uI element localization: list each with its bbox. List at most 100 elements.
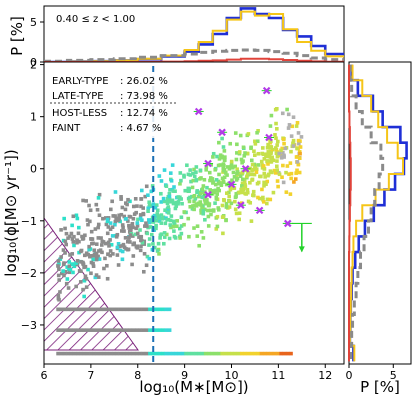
limit-point [157, 328, 162, 332]
x-tick-label: 11 [271, 369, 285, 382]
scatter-point [248, 201, 253, 205]
scatter-point [119, 197, 123, 201]
scatter-point [265, 145, 270, 150]
scatter-point [209, 163, 213, 167]
scatter-point [89, 237, 93, 241]
scatter-point [117, 213, 121, 218]
scatter-point [120, 205, 125, 210]
scatter-point [141, 206, 146, 210]
scatter-point [192, 207, 196, 212]
scatter-point [76, 231, 81, 236]
scatter-point [106, 225, 111, 229]
scatter-point [63, 269, 68, 274]
scatter-point [113, 222, 117, 227]
scatter-point [77, 269, 82, 273]
top-y-tick-label: 5 [30, 16, 37, 29]
scatter-point [275, 159, 279, 163]
scatter-point [104, 222, 109, 227]
limit-point [213, 351, 218, 356]
scatter-point [296, 138, 301, 143]
scatter-point [194, 165, 199, 169]
limit-point [243, 351, 247, 356]
scatter-point [147, 203, 152, 208]
limit-point [285, 351, 290, 356]
scatter-point [77, 250, 81, 255]
scatter-point [242, 186, 246, 191]
scatter-point [59, 271, 64, 276]
scatter-point [139, 204, 143, 209]
scatter-point [144, 221, 148, 225]
scatter-point [229, 162, 234, 167]
main-panel-frame [43, 61, 345, 365]
limit-point [56, 351, 60, 356]
scatter-point [206, 203, 211, 208]
scatter-point [296, 131, 301, 135]
scatter-point [84, 199, 88, 203]
scatter-point [274, 121, 278, 126]
scatter-point [194, 170, 198, 174]
limit-point [144, 328, 149, 332]
scatter-point [291, 138, 296, 143]
scatter-point [275, 168, 280, 172]
limit-point [95, 351, 100, 356]
scatter-point [261, 195, 265, 200]
scatter-point [78, 280, 83, 284]
scatter-point [298, 145, 303, 149]
scatter-point [290, 124, 295, 129]
scatter-point [243, 183, 247, 187]
scatter-point [233, 131, 238, 135]
scatter-point [140, 218, 144, 223]
scatter-point [166, 205, 171, 209]
highlight-point [262, 86, 271, 95]
limit-point [157, 307, 162, 312]
scatter-point [216, 206, 221, 210]
limit-point [144, 351, 149, 356]
scatter-point [167, 236, 172, 241]
scatter-point [68, 253, 72, 257]
limit-point [131, 328, 136, 332]
limit-point [105, 307, 110, 312]
scatter-point [135, 221, 140, 225]
scatter-point [261, 152, 266, 157]
redshift-annotation: 0.40 ≤ z < 1.00 [56, 14, 135, 25]
scatter-point [273, 133, 277, 137]
limit-point [89, 328, 93, 332]
hatched-incomplete-region [44, 217, 139, 351]
scatter-point [115, 232, 120, 237]
scatter-point [248, 180, 252, 185]
scatter-point [71, 270, 75, 275]
scatter-point [97, 213, 102, 218]
scatter-point [56, 259, 61, 263]
scatter-point [238, 133, 243, 138]
limit-point [141, 351, 146, 356]
scatter-point [221, 231, 225, 236]
scatter-point [175, 219, 179, 223]
scatter-point [91, 264, 96, 268]
scatter-point [163, 208, 167, 212]
scatter-point [84, 277, 89, 281]
scatter-point [199, 230, 204, 234]
limit-point [259, 351, 264, 356]
scatter-point [182, 222, 186, 227]
scatter-point [154, 226, 158, 231]
scatter-point [235, 176, 240, 181]
scatter-point [295, 120, 300, 125]
scatter-point [120, 223, 125, 227]
limit-point [194, 351, 198, 356]
scatter-point [195, 190, 199, 195]
scatter-point [121, 225, 125, 230]
scatter-point [296, 162, 301, 167]
limit-point [115, 307, 119, 312]
scatter-point [212, 190, 216, 195]
scatter-point [139, 197, 144, 201]
limit-point [82, 351, 87, 356]
scatter-point [74, 284, 78, 289]
scatter-point [128, 225, 132, 230]
scatter-point [132, 212, 137, 216]
scatter-point [94, 202, 99, 207]
scatter-point [165, 201, 170, 206]
scatter-point [82, 294, 86, 299]
scatter-point [255, 130, 259, 135]
scatter-point [151, 220, 156, 224]
scatter-point [94, 242, 99, 246]
